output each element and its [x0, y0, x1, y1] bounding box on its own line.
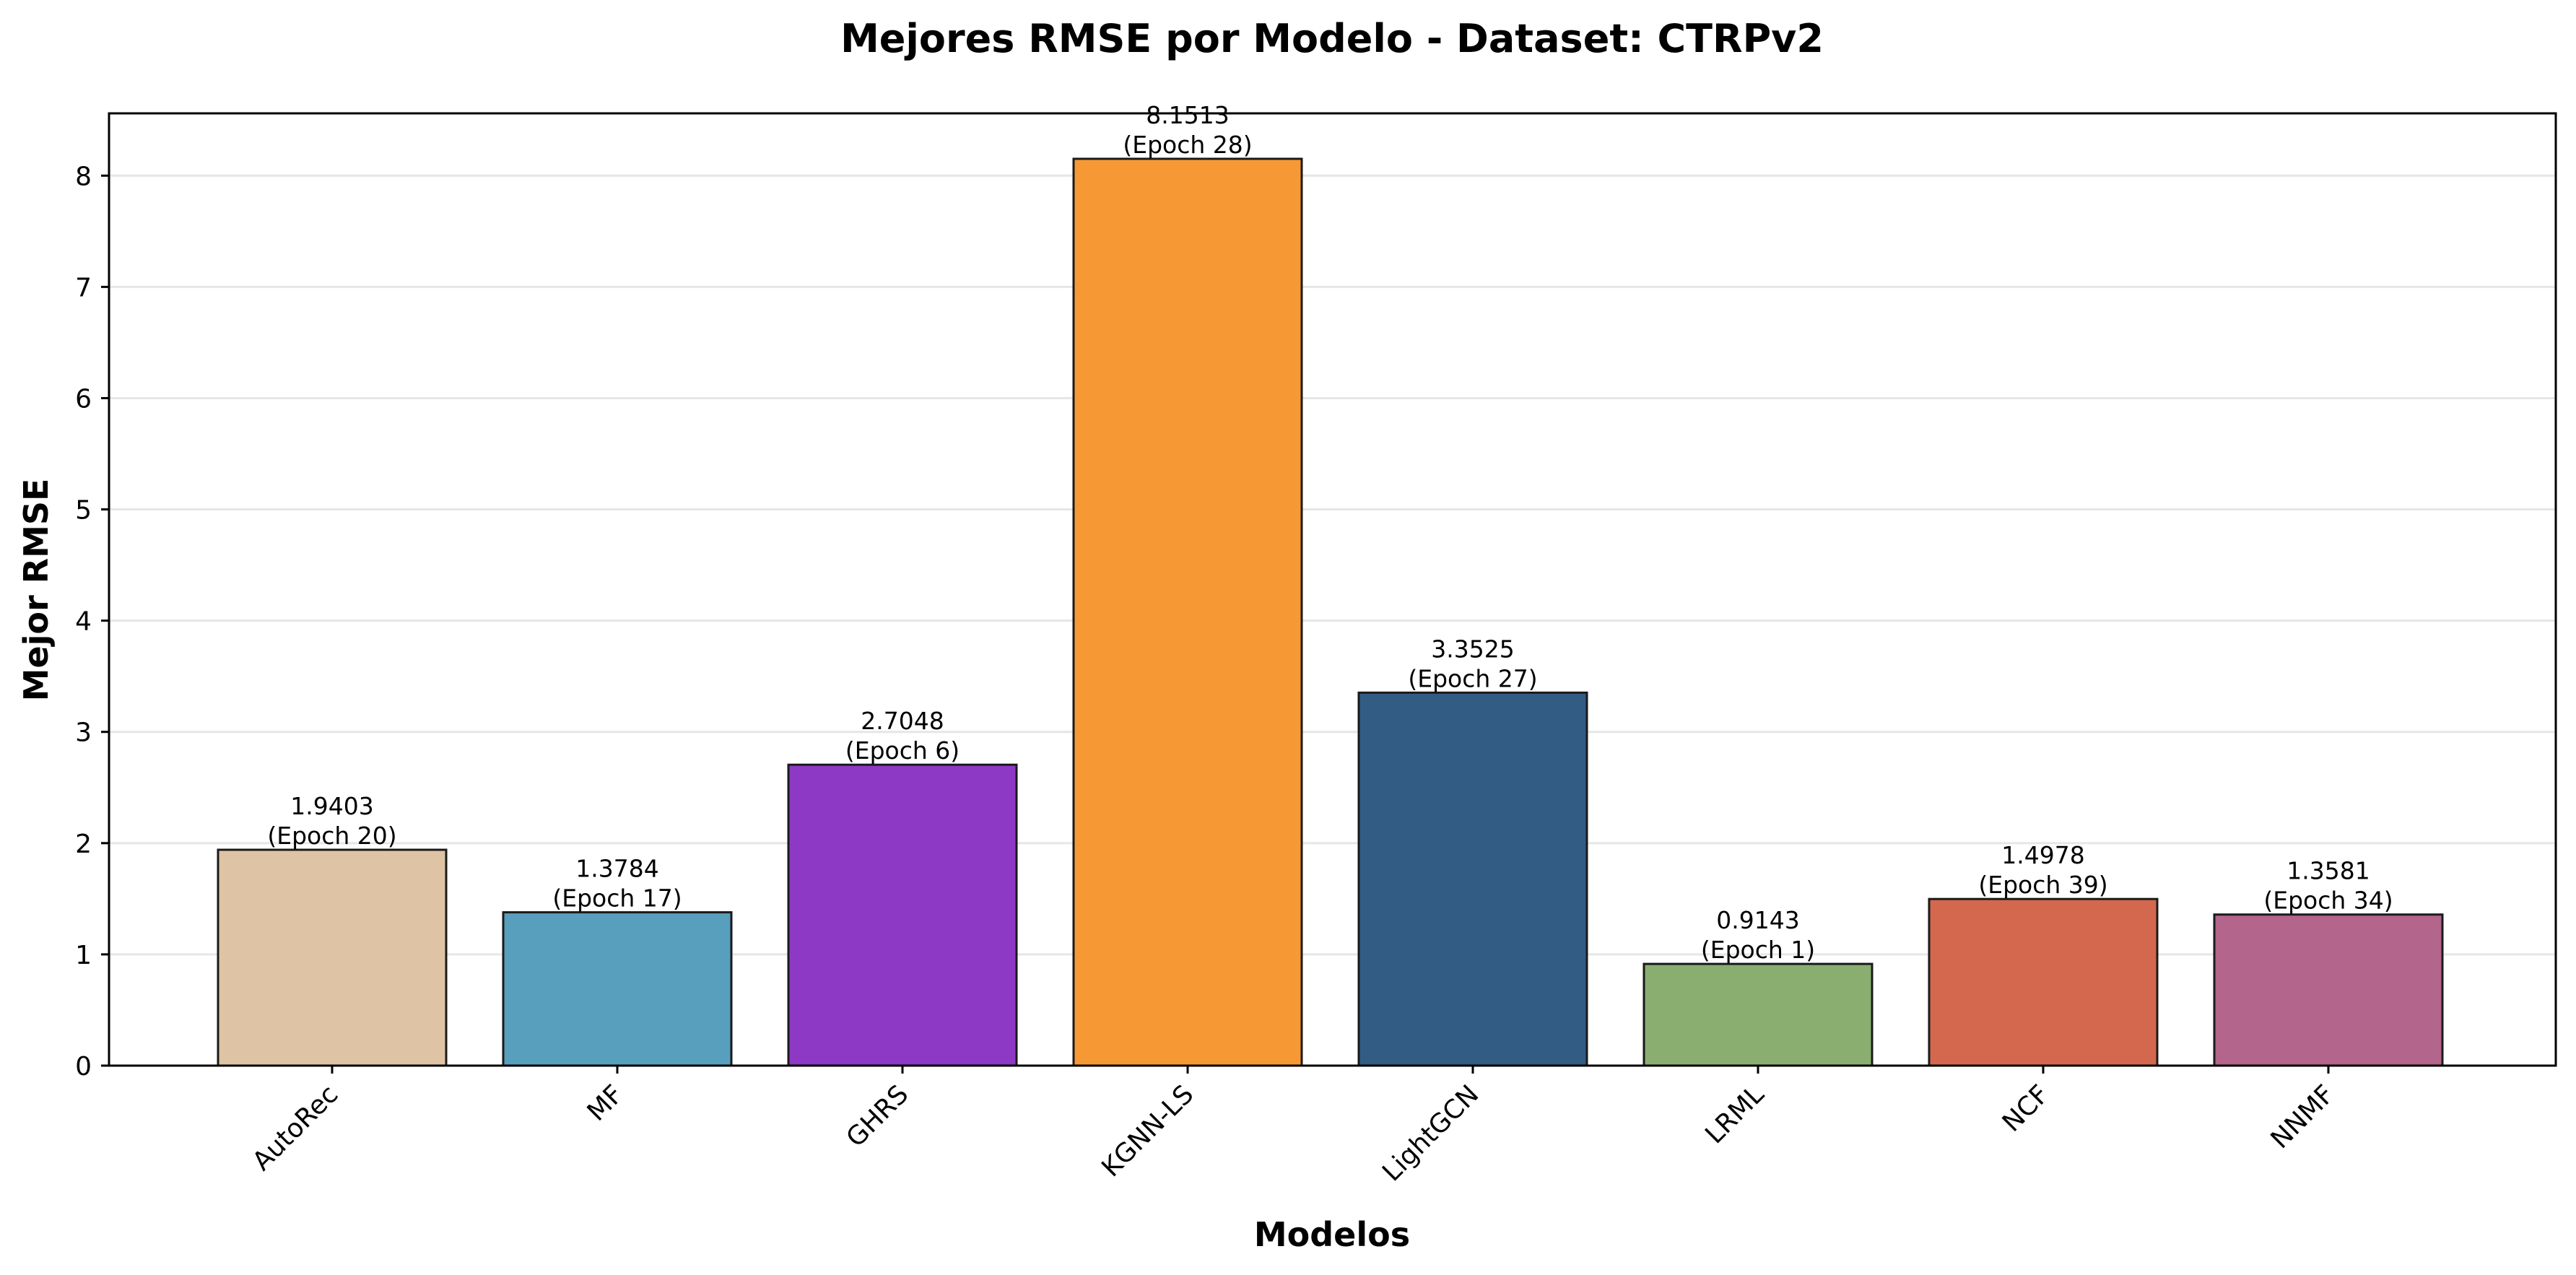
y-tick-label: 5	[75, 496, 92, 526]
bar-epoch-label: (Epoch 27)	[1408, 664, 1537, 692]
x-tick-label: NNMF	[2266, 1079, 2341, 1154]
x-tick-label: AutoRec	[247, 1079, 344, 1176]
bars	[217, 157, 2444, 1067]
y-tick-label: 8	[75, 162, 92, 191]
bar-epoch-label: (Epoch 1)	[1701, 936, 1815, 964]
y-tick-label: 6	[75, 384, 92, 414]
bar-epoch-label: (Epoch 17)	[552, 884, 682, 913]
x-axis-label: Modelos	[1254, 1215, 1410, 1254]
bar-epoch-label: (Epoch 39)	[1978, 871, 2107, 899]
bar-epoch-label: (Epoch 20)	[267, 822, 396, 850]
x-tick-label: KGNN-LS	[1096, 1079, 1199, 1183]
bar-kgnn-ls	[1072, 157, 1303, 1067]
chart-title: Mejores RMSE por Modelo - Dataset: CTRPv…	[840, 16, 1824, 61]
bar-value-label: 2.7048	[861, 707, 944, 735]
bar-value-label: 1.4978	[2001, 841, 2084, 869]
bar-ncf	[1928, 897, 2159, 1067]
y-tick-label: 7	[75, 273, 92, 303]
y-tick-label: 2	[75, 830, 92, 859]
y-tick-label: 0	[75, 1052, 92, 1082]
y-tick-label: 1	[75, 941, 92, 970]
plot-area-frame	[108, 112, 2557, 1067]
bar-value-label: 1.9403	[290, 792, 373, 820]
bar-value-label: 1.3581	[2286, 857, 2370, 885]
bar-nnmf	[2213, 913, 2444, 1067]
bar-epoch-label: (Epoch 34)	[2263, 887, 2393, 915]
bar-value-label: 0.9143	[1716, 906, 1799, 934]
bar-lightgcn	[1357, 691, 1588, 1067]
bar-value-label: 1.3784	[575, 855, 658, 883]
bar-autorec	[217, 848, 448, 1067]
grid-lines	[109, 174, 2556, 1067]
bar-ghrs	[787, 763, 1018, 1067]
y-axis-label: Mejor RMSE	[17, 479, 56, 702]
x-tick-label: LightGCN	[1377, 1079, 1484, 1187]
y-tick-label: 4	[75, 607, 92, 637]
x-tick-label: NCF	[1997, 1079, 2055, 1137]
y-tick-label: 3	[75, 718, 92, 748]
bar-lrml	[1642, 962, 1874, 1067]
x-tick-label: MF	[582, 1079, 630, 1127]
bar-value-label: 3.3525	[1431, 635, 1514, 663]
bar-value-labels: 1.9403(Epoch 20)1.3784(Epoch 17)2.7048(E…	[267, 101, 2393, 964]
x-tick-label: GHRS	[841, 1079, 915, 1153]
bar-value-label: 8.1513	[1146, 101, 1229, 129]
bar-epoch-label: (Epoch 28)	[1123, 131, 1252, 159]
bar-mf	[502, 911, 733, 1067]
x-tick-label: LRML	[1700, 1079, 1770, 1149]
y-axis-ticks: 0 1 2 3 4 5 6 7 8	[75, 162, 109, 1082]
bar-epoch-label: (Epoch 6)	[845, 736, 960, 765]
x-axis-ticks: AutoRec MF GHRS KGNN-LS LightGCN LRML NCF NNMF	[247, 1066, 2340, 1187]
